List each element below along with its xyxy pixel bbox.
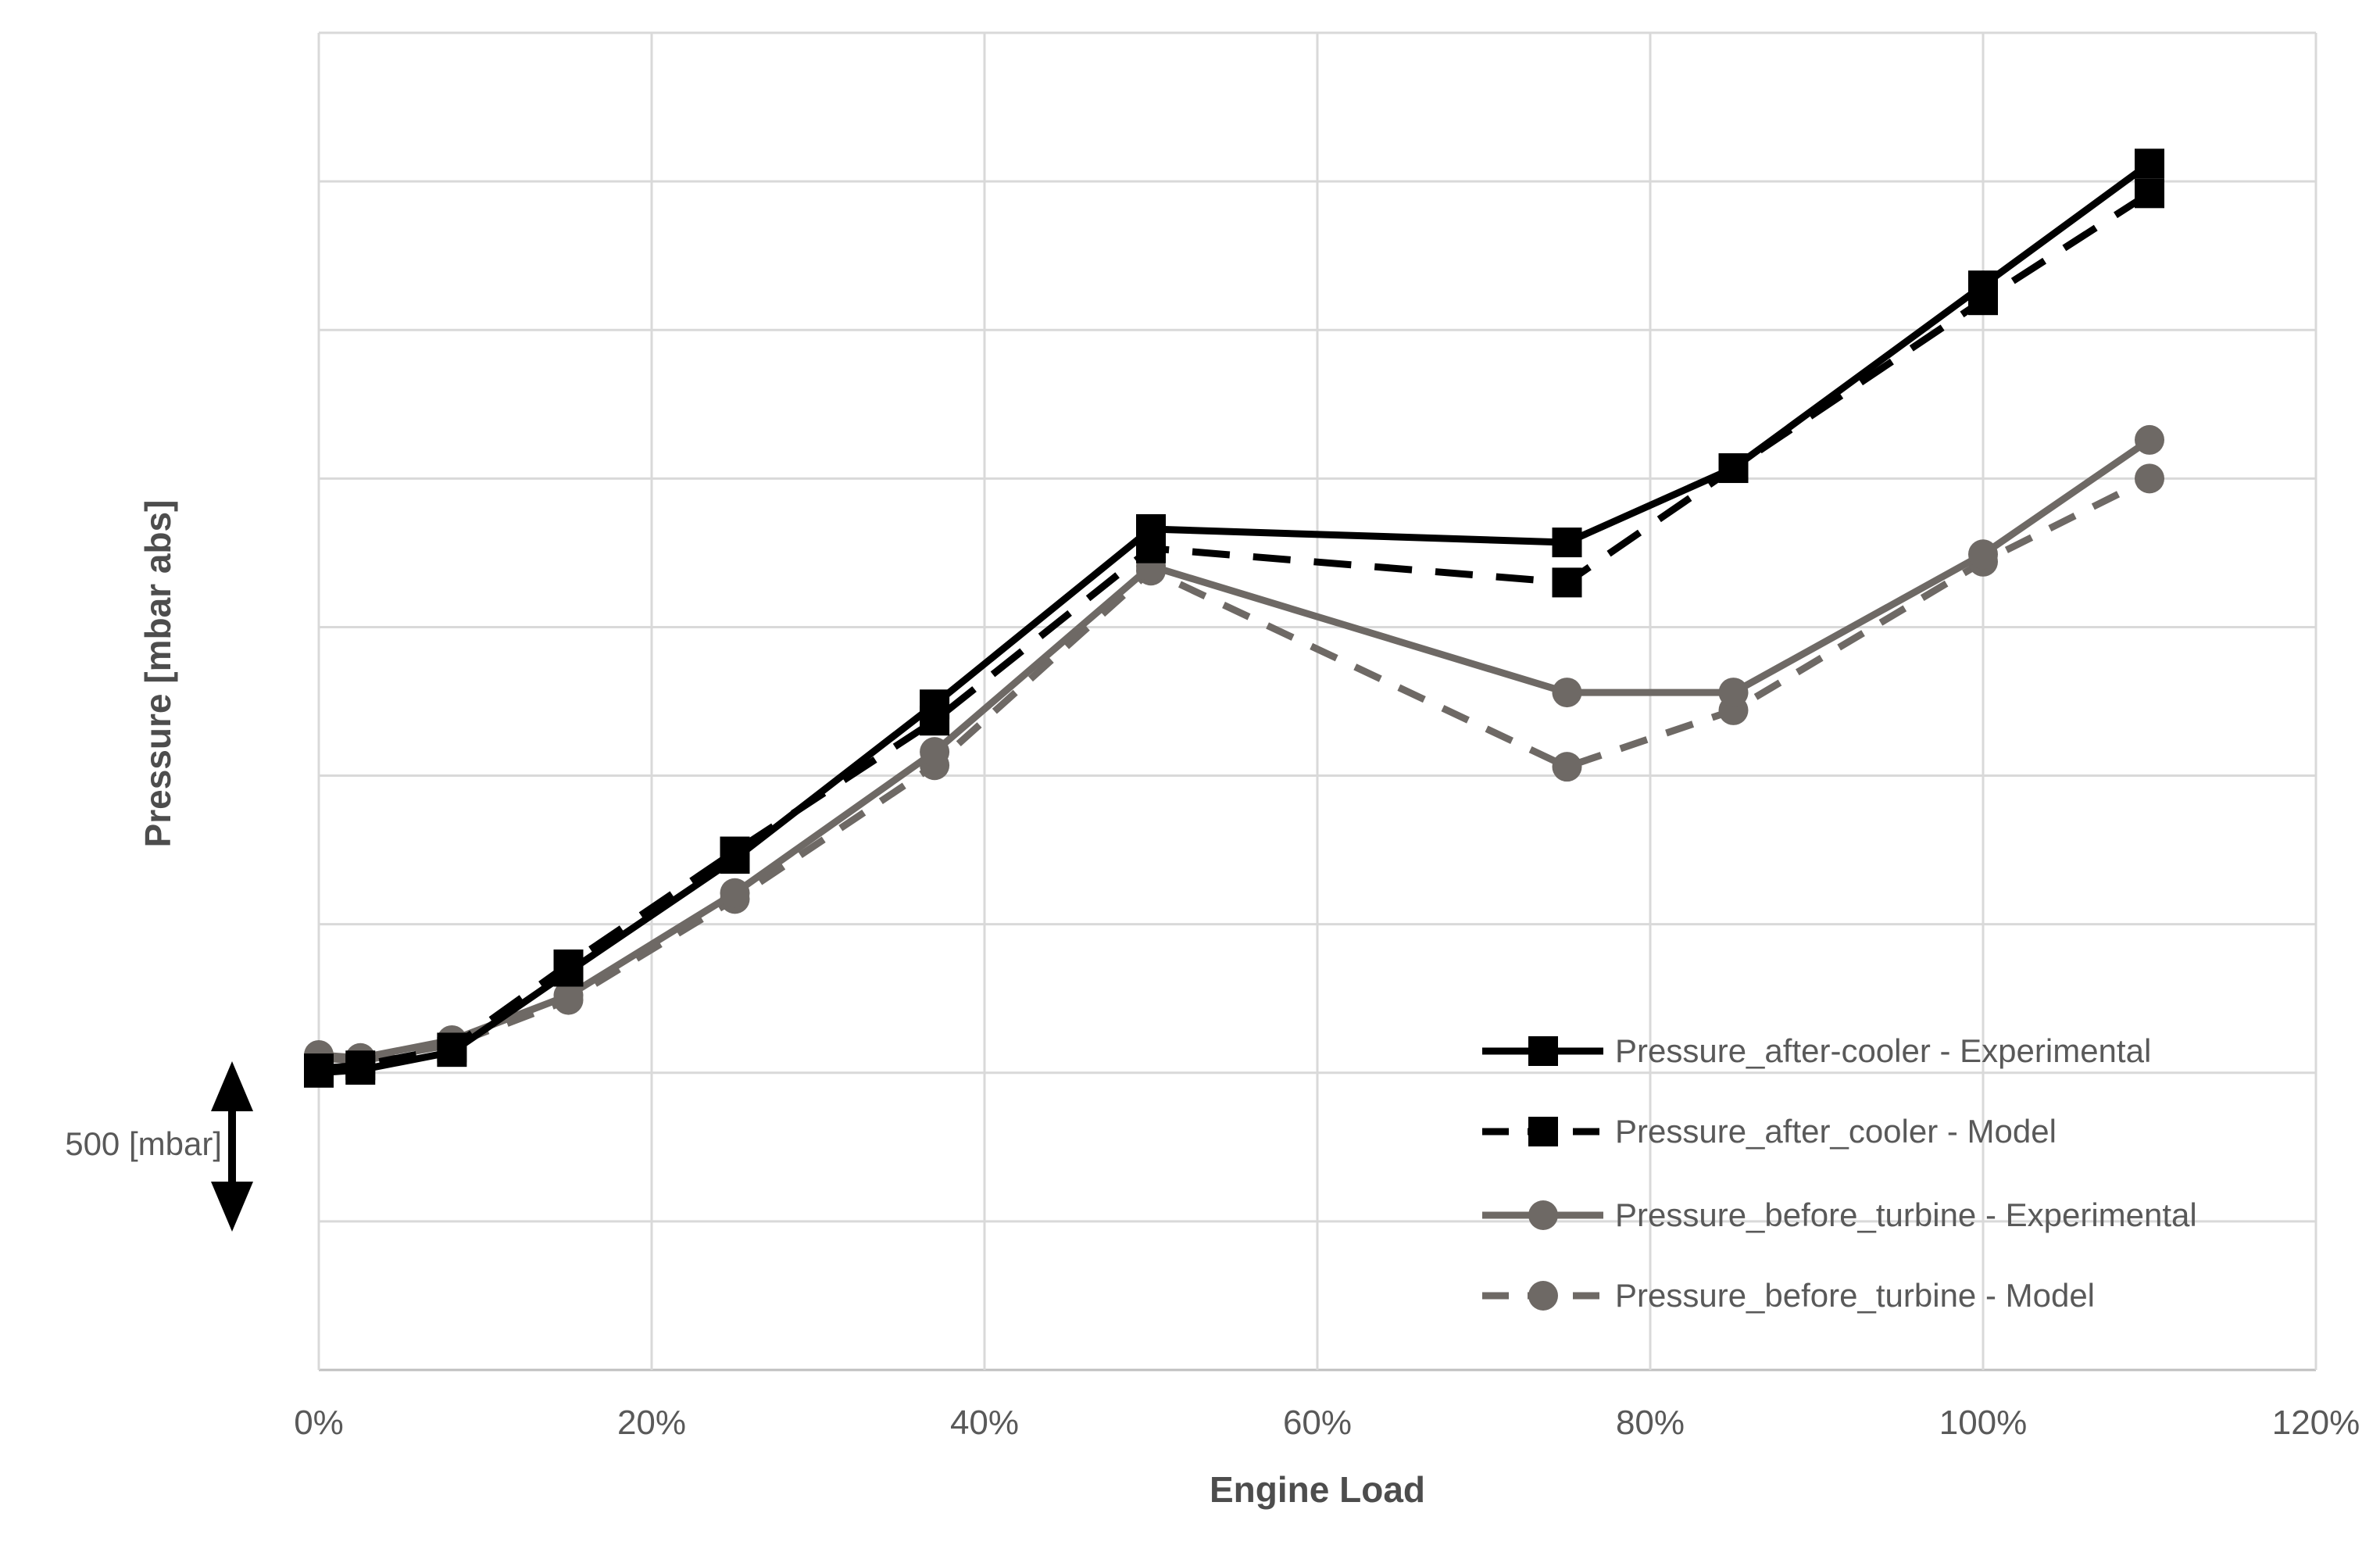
gridlines	[317, 31, 2317, 1372]
data-point-marker	[1136, 513, 1166, 544]
data-point-marker	[1968, 270, 1998, 301]
legend-item: Pressure_after-cooler - Experimental	[1482, 1032, 2151, 1069]
data-point-marker	[920, 737, 950, 767]
data-point-marker	[2135, 463, 2164, 494]
data-point-marker	[1718, 453, 1749, 484]
data-point-marker	[2135, 148, 2164, 179]
legend-item: Pressure_after_cooler - Model	[1482, 1113, 2057, 1150]
data-point-marker	[2135, 424, 2164, 455]
x-axis-title: Engine Load	[1210, 1469, 1425, 1510]
y-axis-title: Pressure [mbar abs]	[138, 500, 178, 848]
scale-annotation-label: 500 [mbar]	[65, 1125, 222, 1162]
x-tick-label: 40%	[950, 1404, 1019, 1442]
data-point-marker	[1552, 752, 1582, 782]
x-tick-label: 80%	[1616, 1404, 1685, 1442]
data-point-marker	[920, 689, 950, 720]
x-tick-label: 120%	[2272, 1404, 2360, 1442]
data-point-marker	[1552, 567, 1582, 598]
data-point-marker	[720, 844, 750, 874]
data-point-marker	[1552, 528, 1582, 558]
legend-label: Pressure_before_turbine - Model	[1615, 1277, 2095, 1314]
series-line-3	[318, 190, 2152, 1072]
x-tick-label: 0%	[294, 1404, 344, 1442]
legend-label: Pressure_after-cooler - Experimental	[1615, 1032, 2151, 1069]
x-tick-label: 100%	[1939, 1404, 2028, 1442]
legend-item: Pressure_before_turbine - Model	[1482, 1277, 2095, 1314]
legend: Pressure_after-cooler - Experimental Pres…	[1482, 1032, 2197, 1314]
data-point-marker	[720, 878, 750, 908]
legend-item: Pressure_before_turbine - Experimental	[1482, 1196, 2197, 1233]
data-point-marker	[553, 980, 584, 1010]
x-axis-tick-labels: 0% 20% 40% 60% 80% 100% 120%	[294, 1404, 2360, 1442]
x-tick-label: 20%	[617, 1404, 686, 1442]
data-point-marker	[345, 1054, 376, 1085]
data-point-marker	[1552, 678, 1582, 708]
data-point-marker	[2135, 178, 2164, 209]
data-point-marker	[1718, 678, 1749, 708]
legend-label: Pressure_after_cooler - Model	[1615, 1113, 2057, 1150]
legend-label: Pressure_before_turbine - Experimental	[1615, 1196, 2197, 1233]
legend-marker-circle	[1528, 1281, 1558, 1311]
data-point-marker	[553, 957, 584, 987]
data-point-marker	[437, 1037, 467, 1068]
series-line-1	[318, 475, 2152, 1065]
legend-marker-square	[1528, 1036, 1558, 1066]
data-point-marker	[1968, 539, 1998, 570]
legend-marker-square	[1528, 1117, 1558, 1146]
series-lines	[304, 148, 2164, 1088]
x-tick-label: 60%	[1283, 1404, 1352, 1442]
legend-marker-circle	[1528, 1200, 1558, 1230]
double-arrow-icon	[211, 1061, 253, 1232]
y-scale-annotation: 500 [mbar]	[65, 1061, 253, 1232]
data-point-marker	[304, 1057, 334, 1088]
